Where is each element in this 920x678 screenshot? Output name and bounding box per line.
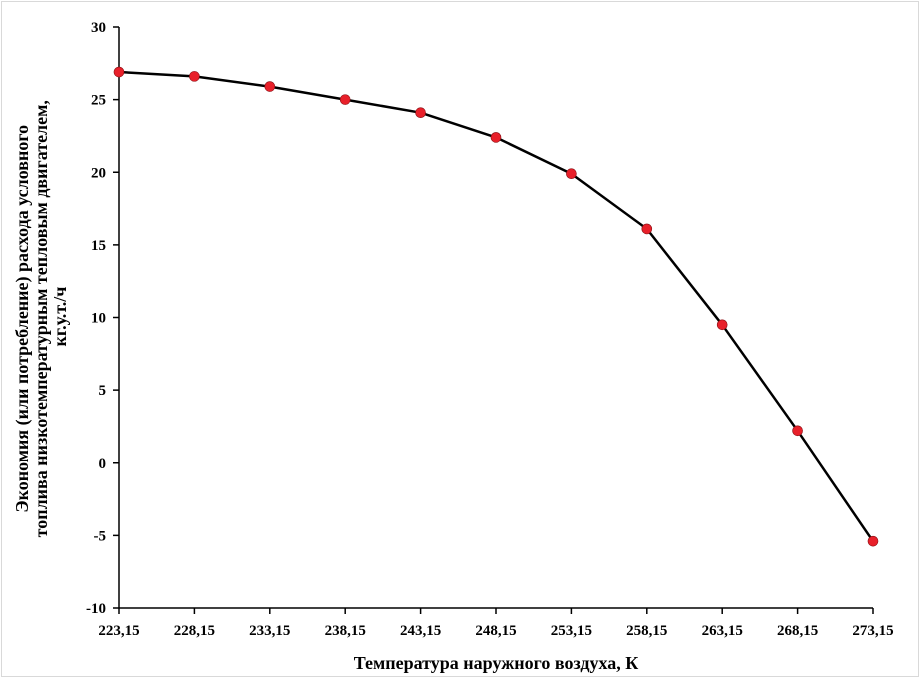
y-axis-title-line-2: топлива низкотемпературным тепловым двиг…	[31, 100, 51, 537]
y-axis-title: Экономия (или потребление) расхода услов…	[12, 96, 70, 538]
y-tick-label: 30	[91, 20, 106, 36]
x-tick-label: 268,15	[777, 623, 818, 639]
y-tick-label: 10	[91, 311, 106, 327]
data-point	[792, 425, 803, 437]
x-tick-label: 238,15	[325, 623, 366, 639]
x-tick-label: 228,15	[174, 623, 215, 639]
y-tick-label: 20	[91, 165, 106, 181]
y-tick-label: 15	[91, 238, 106, 254]
x-tick-label: 258,15	[626, 623, 667, 639]
x-tick-label: 243,15	[400, 623, 441, 639]
x-tick-label: 273,15	[852, 623, 893, 639]
x-axis-title: Температура наружного воздуха, К	[354, 653, 639, 673]
data-point	[415, 107, 426, 118]
data-point	[339, 94, 351, 105]
y-axis: 30 25 20 15 10 5 0 -5 -10	[86, 20, 120, 617]
data-point	[189, 71, 200, 82]
data-point	[867, 535, 879, 547]
data-point	[566, 168, 577, 180]
data-point	[264, 81, 276, 92]
x-tick-label: 248,15	[475, 623, 516, 639]
series-layer	[113, 66, 879, 547]
y-axis-title-line-3: кг.у.т./ч	[50, 287, 70, 347]
y-tick-label: 0	[99, 456, 107, 472]
data-point	[641, 223, 653, 235]
data-point	[490, 132, 502, 143]
y-tick-label: -5	[94, 528, 107, 544]
x-axis: 223,15 228,15 233,15 238,15 243,15 248,15 253,…	[98, 607, 894, 639]
y-tick-label: 5	[99, 383, 107, 399]
data-point	[716, 319, 728, 331]
x-tick-label: 263,15	[702, 623, 743, 639]
x-tick-label: 233,15	[249, 623, 290, 639]
data-point	[113, 66, 125, 78]
y-tick-label: -10	[86, 601, 106, 617]
x-tick-label: 223,15	[98, 623, 139, 639]
x-tick-label: 253,15	[551, 623, 592, 639]
y-tick-label: 25	[91, 93, 106, 109]
y-axis-title-line-1: Экономия (или потребление) расхода услов…	[12, 125, 33, 513]
